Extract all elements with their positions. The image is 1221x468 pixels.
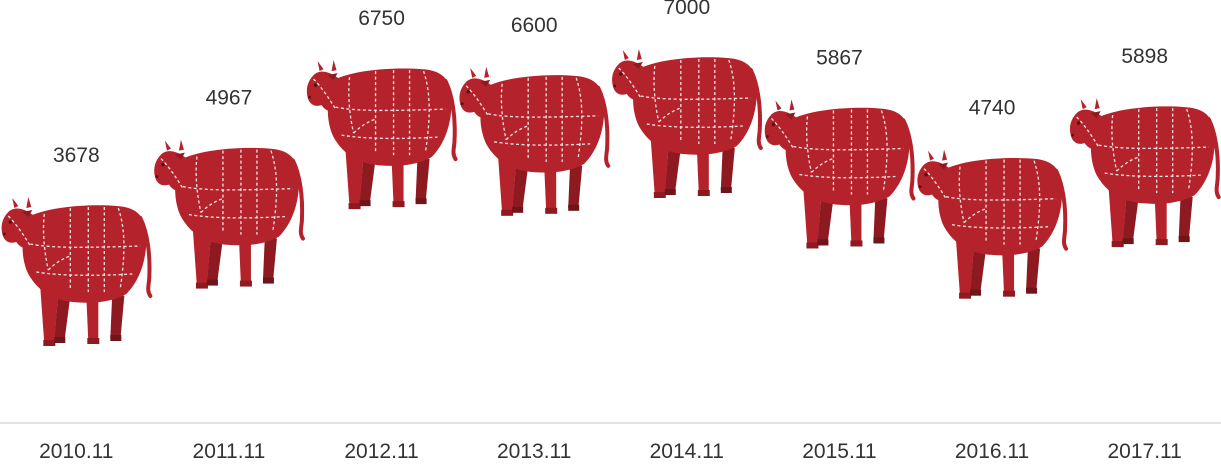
cow-bar-2013.11	[457, 64, 611, 218]
cow-bar-2016.11	[915, 147, 1069, 301]
x-tick-labels: 2010.11 2011.11 2012.11 2013.11 2014.11 2015.…	[39, 440, 1182, 463]
cow-bar-2015.11	[762, 97, 916, 251]
x-tick-label: 2011.11	[193, 440, 266, 463]
value-label: 4967	[206, 87, 253, 110]
cow-bar-2011.11	[152, 137, 305, 291]
cow-bar-2014.11	[610, 47, 763, 200]
cow-bar-2010.11	[0, 195, 153, 348]
value-label: 7000	[663, 0, 710, 19]
x-tick-label: 2015.11	[802, 440, 876, 463]
x-tick-label: 2014.11	[650, 440, 724, 463]
value-label: 6750	[358, 7, 405, 30]
x-tick-label: 2013.11	[497, 440, 571, 463]
value-labels: 3678 4967 6750 6600 7000 5867 4740 5898	[53, 0, 1168, 167]
value-label: 3678	[53, 144, 100, 167]
value-label: 6600	[511, 14, 558, 37]
x-tick-label: 2010.11	[39, 440, 113, 463]
value-label: 4740	[969, 97, 1016, 120]
x-tick-label: 2016.11	[955, 440, 1029, 463]
x-tick-label: 2012.11	[344, 440, 418, 463]
cow-marks	[0, 47, 1221, 348]
cow-bar-2017.11	[1067, 96, 1221, 250]
x-tick-label: 2017.11	[1108, 440, 1182, 463]
cow-bar-2012.11	[304, 58, 458, 212]
value-label: 5898	[1121, 45, 1168, 68]
value-label: 5867	[816, 46, 863, 69]
